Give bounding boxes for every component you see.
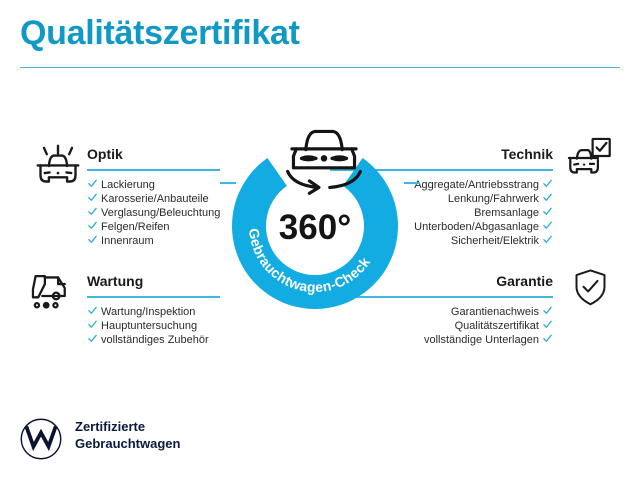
- svg-text:360°: 360°: [279, 208, 351, 247]
